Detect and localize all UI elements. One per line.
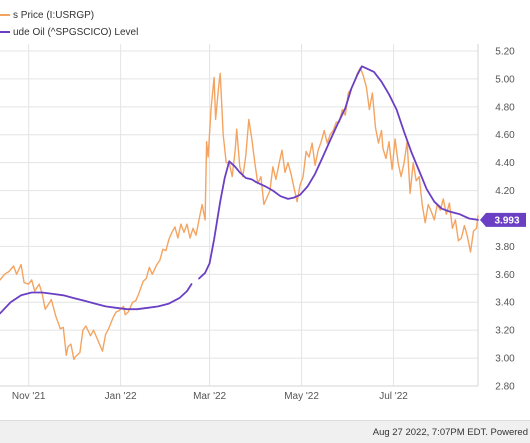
series-line-gas-price [0,67,479,361]
y-tick-label: 3.20 [495,326,515,337]
y-tick-label: 5.00 [495,74,515,85]
y-tick-label: 5.20 [495,46,515,57]
y-tick-label: 3.60 [495,270,515,281]
x-tick-label: Mar '22 [193,391,226,402]
legend-label: s Price (I:USRGP) [13,10,95,21]
y-tick-label: 4.60 [495,130,515,141]
y-tick-label: 4.40 [495,158,515,169]
y-tick-label: 3.80 [495,242,515,253]
x-tick-label: Nov '21 [12,391,46,402]
y-tick-label: 2.80 [495,382,515,393]
legend: s Price (I:USRGP) ude Oil (^SPGSCICO) Le… [0,0,530,44]
y-tick-label: 4.80 [495,102,515,113]
footer-attribution: Aug 27 2022, 7:07PM EDT. Powered [372,427,528,438]
y-tick-label: 3.40 [495,298,515,309]
series-line-crude-oil [0,65,479,315]
legend-label: ude Oil (^SPGSCICO) Level [13,27,139,38]
legend-swatch-orange [0,14,10,17]
x-tick-label: Jul '22 [379,391,408,402]
footer-bar: Aug 27 2022, 7:07PM EDT. Powered [0,420,530,443]
y-tick-label: 4.20 [495,186,515,197]
x-tick-label: May '22 [284,391,319,402]
last-value-label: 3.993 [494,215,519,226]
last-value-badge [480,212,526,227]
legend-item-gas-price[interactable]: s Price (I:USRGP) [0,10,94,21]
legend-item-crude-oil[interactable]: ude Oil (^SPGSCICO) Level [0,27,138,38]
x-tick-label: Jan '22 [105,391,137,402]
y-tick-label: 3.00 [495,354,515,365]
legend-swatch-purple [0,31,10,34]
line-chart[interactable]: 2.803.003.203.403.603.804.004.204.404.60… [0,44,530,420]
